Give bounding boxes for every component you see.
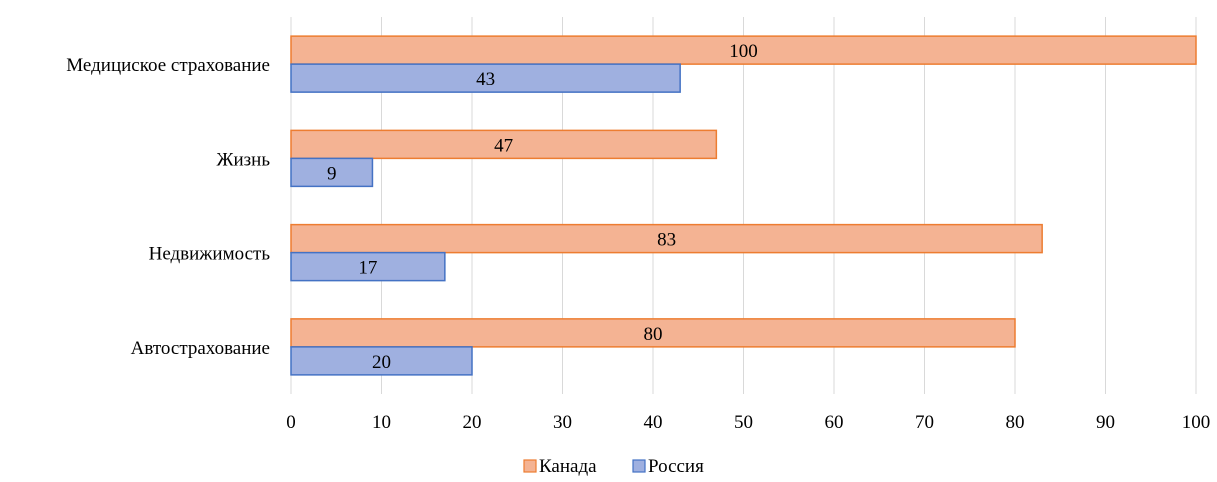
x-tick-label: 10 [372, 412, 391, 433]
bar-russia [290, 63, 681, 93]
x-tick-label: 40 [644, 412, 663, 433]
legend-swatch [632, 459, 646, 473]
bar-canada [290, 223, 1043, 254]
category-label: Автострахование [131, 338, 270, 359]
legend-swatch [523, 459, 537, 473]
category-label: Недвижимость [149, 244, 271, 265]
bar-russia [290, 157, 374, 188]
bar-russia [290, 251, 446, 282]
category-label: Жизнь [216, 149, 270, 170]
data-label: 9 [327, 163, 337, 184]
bars [290, 35, 1197, 376]
data-label: 20 [372, 352, 391, 373]
axes: 0 10 20 30 40 50 60 70 80 90 100 Автострахование Нед… [66, 55, 1210, 433]
bar-canada [290, 318, 1016, 348]
data-label: 80 [644, 324, 663, 345]
bar-canada [290, 35, 1197, 65]
bar-russia [290, 346, 473, 376]
x-tick-label: 80 [1006, 412, 1025, 433]
data-label: 83 [657, 230, 676, 251]
x-tick-label: 90 [1096, 412, 1115, 433]
category-label: Медициское страхование [66, 55, 270, 76]
x-tick-label: 100 [1182, 412, 1211, 433]
x-tick-label: 20 [463, 412, 482, 433]
x-tick-label: 50 [734, 412, 753, 433]
data-label: 100 [729, 41, 758, 62]
legend-label: Канада [539, 456, 597, 477]
x-tick-label: 70 [915, 412, 934, 433]
x-tick-label: 0 [286, 412, 296, 433]
x-tick-label: 30 [553, 412, 572, 433]
legend-label: Россия [648, 456, 704, 477]
legend: Канада Россия [523, 456, 704, 477]
bar-canada [290, 129, 718, 160]
data-label: 17 [358, 258, 377, 279]
data-label: 47 [494, 135, 513, 156]
data-labels: 80 20 83 17 47 9 100 43 [327, 41, 758, 373]
data-label: 43 [476, 69, 495, 90]
x-tick-label: 60 [825, 412, 844, 433]
